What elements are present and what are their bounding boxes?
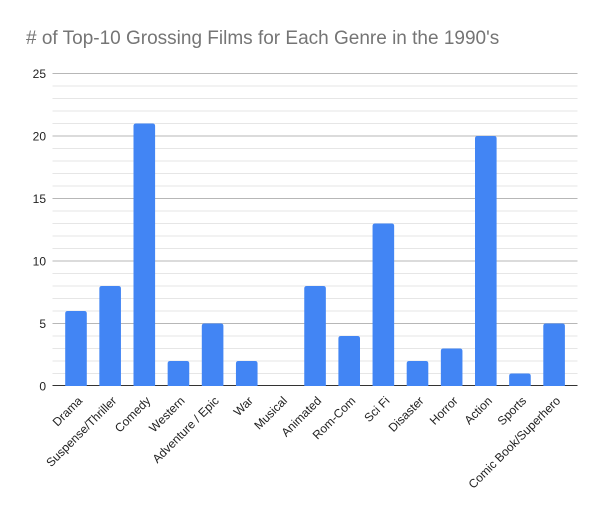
svg-text:25: 25 bbox=[33, 67, 47, 81]
svg-text:# of Top-10 Grossing Films for: # of Top-10 Grossing Films for Each Genr… bbox=[26, 28, 499, 49]
svg-text:10: 10 bbox=[33, 255, 47, 269]
svg-text:0: 0 bbox=[39, 380, 46, 394]
svg-text:15: 15 bbox=[33, 192, 47, 206]
svg-text:5: 5 bbox=[39, 317, 46, 331]
svg-text:20: 20 bbox=[33, 130, 47, 144]
